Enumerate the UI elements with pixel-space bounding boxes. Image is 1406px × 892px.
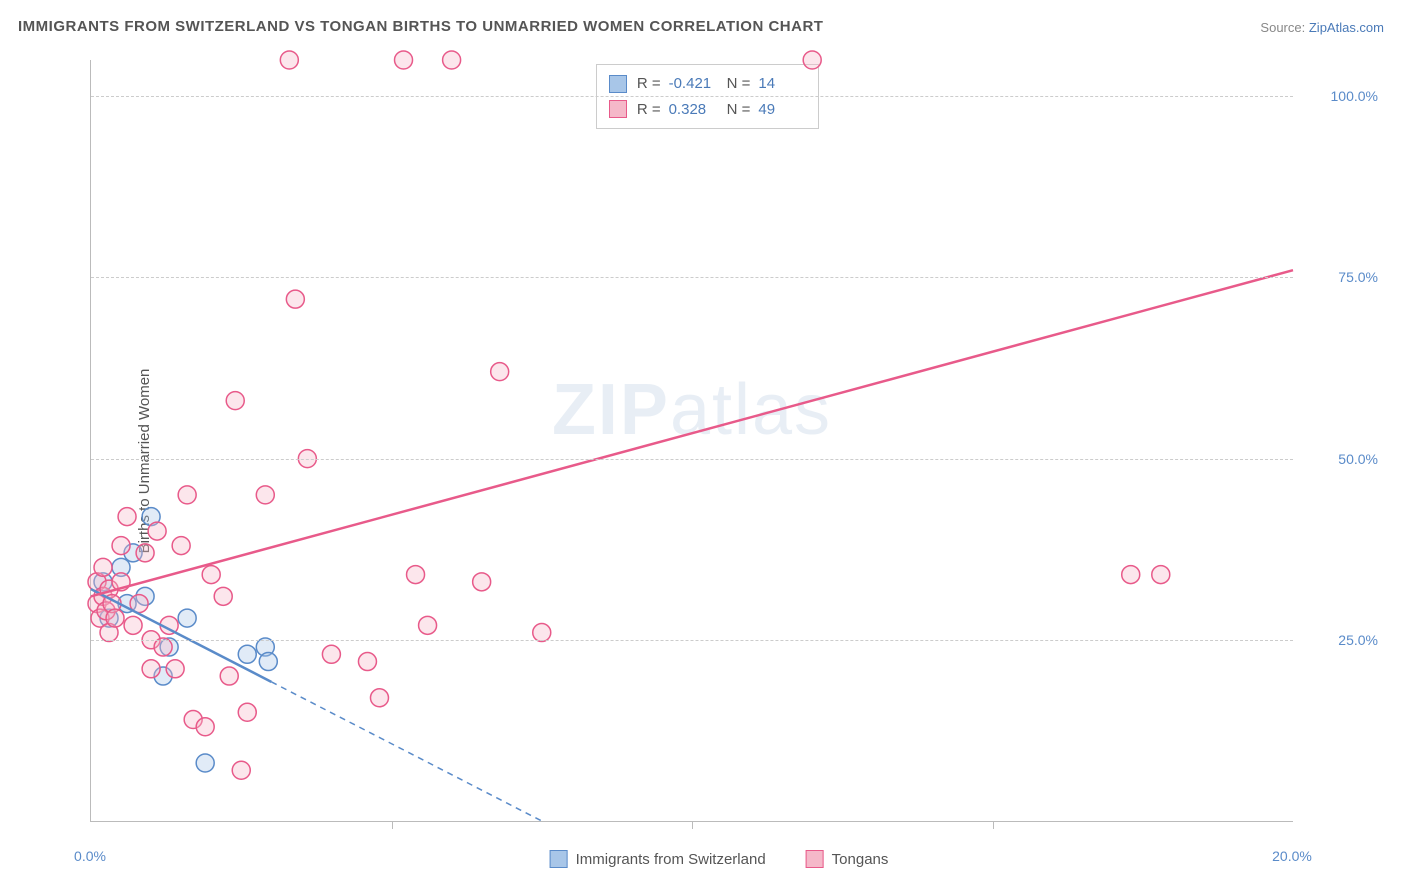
data-point <box>142 660 160 678</box>
data-point <box>196 754 214 772</box>
y-tick-label: 50.0% <box>1338 451 1378 467</box>
data-point <box>178 609 196 627</box>
data-point <box>214 587 232 605</box>
data-point <box>94 558 112 576</box>
data-point <box>259 653 277 671</box>
data-point <box>322 645 340 663</box>
data-point <box>238 645 256 663</box>
data-point <box>358 653 376 671</box>
data-point <box>286 290 304 308</box>
bottom-legend: Immigrants from Switzerland Tongans <box>550 850 889 868</box>
regression-line <box>91 270 1293 596</box>
data-point <box>370 689 388 707</box>
data-point <box>226 392 244 410</box>
legend-label-2: Tongans <box>832 851 889 868</box>
chart-title: IMMIGRANTS FROM SWITZERLAND VS TONGAN BI… <box>18 18 823 35</box>
data-point <box>419 616 437 634</box>
data-point <box>232 761 250 779</box>
data-point <box>491 363 509 381</box>
legend-label-1: Immigrants from Switzerland <box>576 851 766 868</box>
data-point <box>202 566 220 584</box>
legend-item-1: Immigrants from Switzerland <box>550 850 766 868</box>
data-point <box>395 51 413 69</box>
y-tick-label: 25.0% <box>1338 632 1378 648</box>
data-point <box>407 566 425 584</box>
data-point <box>148 522 166 540</box>
source-attribution: Source: ZipAtlas.com <box>1260 20 1384 35</box>
data-point <box>803 51 821 69</box>
source-label: Source: <box>1260 20 1305 35</box>
data-point <box>238 703 256 721</box>
data-point <box>280 51 298 69</box>
data-point <box>112 537 130 555</box>
data-point <box>443 51 461 69</box>
data-point <box>124 616 142 634</box>
source-value: ZipAtlas.com <box>1309 20 1384 35</box>
data-point <box>196 718 214 736</box>
data-point <box>106 609 124 627</box>
data-point <box>1152 566 1170 584</box>
data-point <box>166 660 184 678</box>
data-point <box>136 544 154 562</box>
swatch-bottom-2 <box>806 850 824 868</box>
data-point <box>178 486 196 504</box>
legend-item-2: Tongans <box>806 850 889 868</box>
y-tick-label: 100.0% <box>1331 88 1378 104</box>
y-tick-label: 75.0% <box>1338 269 1378 285</box>
chart-container: Births to Unmarried Women ZIPatlas R = -… <box>50 50 1388 872</box>
plot-svg <box>91 60 1293 821</box>
regression-extrapolation <box>271 682 541 821</box>
data-point <box>1122 566 1140 584</box>
plot-area: ZIPatlas R = -0.421 N = 14 R = 0.328 N =… <box>90 60 1293 822</box>
data-point <box>473 573 491 591</box>
data-point <box>118 508 136 526</box>
x-tick-label: 0.0% <box>74 848 106 864</box>
data-point <box>256 486 274 504</box>
data-point <box>172 537 190 555</box>
x-tick-label: 20.0% <box>1272 848 1312 864</box>
swatch-bottom-1 <box>550 850 568 868</box>
data-point <box>220 667 238 685</box>
